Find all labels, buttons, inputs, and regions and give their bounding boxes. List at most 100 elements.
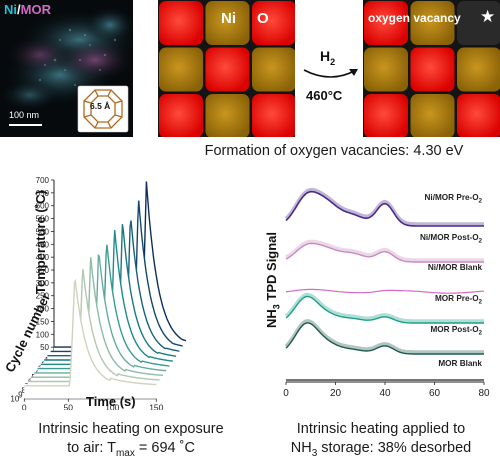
heating-trace-fill — [44, 224, 177, 373]
tpd-series-line — [285, 322, 484, 355]
heating-trace — [30, 257, 163, 378]
heating-y-tick-label: 250 — [36, 292, 50, 301]
oxygen-atom — [410, 47, 455, 92]
oxygen-atom — [159, 94, 203, 137]
heating-y-tick-label: 550 — [36, 215, 50, 224]
heating-caption-line2-sub: max — [115, 447, 135, 459]
oxygen-vacancy-label: oxygen vacancy — [368, 11, 461, 25]
heating-trace-fill — [34, 254, 167, 386]
heating-cycle-tick-label: 8 — [21, 386, 26, 395]
tpd-caption-line1: Intrinsic heating applied to — [296, 421, 466, 437]
nio-lattice-before: Ni O — [158, 0, 295, 137]
tpd-ylabel-b: TPD Signal — [264, 231, 279, 305]
heating-y-tick-label: 600 — [36, 202, 50, 211]
vacancy-caption: Formation of oxygen vacancies: 4.30 eV — [204, 143, 464, 159]
tpd-series-line — [285, 242, 484, 263]
tpd-x-tick-label: 60 — [429, 388, 441, 399]
nickel-atom — [252, 47, 295, 92]
tpd-series-label: MOR Blank — [438, 359, 482, 368]
pore-size-label: 6.5 Å — [90, 101, 111, 111]
heating-trace-fill — [47, 220, 180, 369]
heating-x-tick-label: 100 — [105, 403, 119, 410]
nickel-atom — [205, 94, 250, 137]
heating-trace-fill — [40, 230, 173, 378]
heating-trace — [24, 278, 157, 387]
tpd-series-label: Ni/MOR Pre-O2 — [425, 193, 483, 205]
heating-y-tick-label: 400 — [36, 253, 50, 262]
heating-trace-fill — [24, 280, 157, 399]
mor-label: MOR — [20, 2, 51, 17]
ni-label: Ni — [4, 2, 17, 17]
h2-label: H2 — [320, 48, 335, 67]
heating-x-tick-label: 0 — [22, 403, 27, 410]
nickel-atom — [457, 47, 500, 92]
tem-micrograph: Ni/MOR 100 nm 6.5 Å — [0, 0, 133, 137]
ni-atom-label: Ni — [221, 10, 236, 27]
heating-y-tick-label: 700 — [36, 176, 50, 185]
tpd-caption-line2-a: NH — [290, 440, 312, 456]
oxygen-atom — [364, 1, 408, 45]
heating-caption-line2-a: to air: T — [67, 440, 116, 456]
tpd-series-band — [284, 319, 484, 354]
h2-label-sub: 2 — [330, 56, 336, 67]
temperature-label: 460°C — [306, 88, 343, 103]
tpd-x-tick-label: 40 — [379, 388, 391, 399]
tpd-chart: 0 20 40 60 80 Ni/MOR Pre-O2 Ni/MOR Post-O2 Ni/M… — [262, 170, 500, 410]
tpd-series-line — [285, 190, 484, 227]
scale-label: 100 nm — [9, 110, 40, 120]
label-separator: / — [17, 2, 21, 17]
nickel-atom — [410, 94, 455, 137]
heating-caption-line2: to air: Tmax = 694 ˚C — [0, 439, 262, 463]
nickel-atom — [159, 47, 203, 92]
tpd-caption-line2: NH3 storage: 38% desorbed — [262, 439, 500, 463]
heating-caption: Intrinsic heating on exposure to air: Tm… — [0, 420, 262, 463]
heating-y-tick-label: 50 — [40, 343, 49, 352]
oxygen-atom — [457, 94, 500, 137]
tpd-series-label-sub: 2 — [479, 300, 483, 306]
nickel-atom — [364, 47, 408, 92]
heating-trace — [34, 254, 167, 374]
heating-y-tick-label: 150 — [36, 317, 50, 326]
nickel-atom — [205, 1, 250, 45]
tpd-series-band — [284, 292, 484, 323]
tpd-caption: Intrinsic heating applied to NH3 storage… — [262, 420, 500, 463]
tpd-caption-line2-b: storage: 38% desorbed — [317, 440, 472, 456]
tpd-series-line — [285, 288, 484, 294]
heating-y-tick-label: 450 — [36, 240, 50, 249]
tpd-series-band — [285, 239, 484, 262]
heating-cycle-tick-label: 10 — [10, 395, 19, 404]
tpd-series-label: MOR Pre-O2 — [435, 294, 483, 306]
o-atom-label: O — [257, 10, 269, 27]
heating-x-tick-label: 150 — [149, 403, 163, 410]
tpd-x-tick-label: 20 — [330, 388, 342, 399]
oxygen-atom — [205, 47, 250, 92]
oxygen-atom — [364, 94, 408, 137]
tpd-caption-line2-sub: 3 — [311, 447, 318, 459]
heating-chart: 50 100 150 200 250 300 350 400 450 500 550 600 650 70… — [0, 170, 262, 410]
heating-x-tick-label: 50 — [64, 403, 74, 410]
tpd-series-label-sub: 2 — [479, 199, 483, 205]
heating-y-tick-label: 300 — [36, 279, 50, 288]
h2-label-text: H — [320, 48, 331, 64]
tpd-ylabel-a: NH — [264, 309, 279, 328]
heating-y-tick-label: 650 — [36, 189, 50, 198]
heating-trace-fill — [30, 257, 163, 391]
nio-lattice-after: oxygen vacancy ★ — [363, 0, 500, 137]
reduction-arrow: H2 460°C — [300, 48, 362, 118]
tpd-series-line — [285, 295, 484, 324]
heating-ylabel: Temperature (˚C) — [33, 190, 48, 294]
star-icon: ★ — [480, 7, 496, 26]
oxygen-atom — [252, 1, 295, 45]
tpd-series-label: MOR Post-O2 — [430, 325, 482, 337]
heating-y-tick-label: 350 — [36, 266, 50, 275]
tpd-series-label-sub: 2 — [479, 239, 483, 245]
tpd-series-label-sub: 2 — [479, 331, 483, 337]
heating-xlabel: Time (s) — [86, 394, 136, 409]
heating-y-tick-label: 100 — [36, 330, 50, 339]
tpd-series-label: Ni/MOR Blank — [428, 263, 483, 272]
heating-caption-line2-b: = 694 ˚C — [134, 440, 195, 456]
heating-trace — [27, 269, 160, 383]
tpd-ylabel: NH3 TPD Signal — [264, 232, 282, 328]
tpd-ylabel-sub: 3 — [271, 304, 282, 310]
heating-trace-fill — [50, 200, 183, 365]
